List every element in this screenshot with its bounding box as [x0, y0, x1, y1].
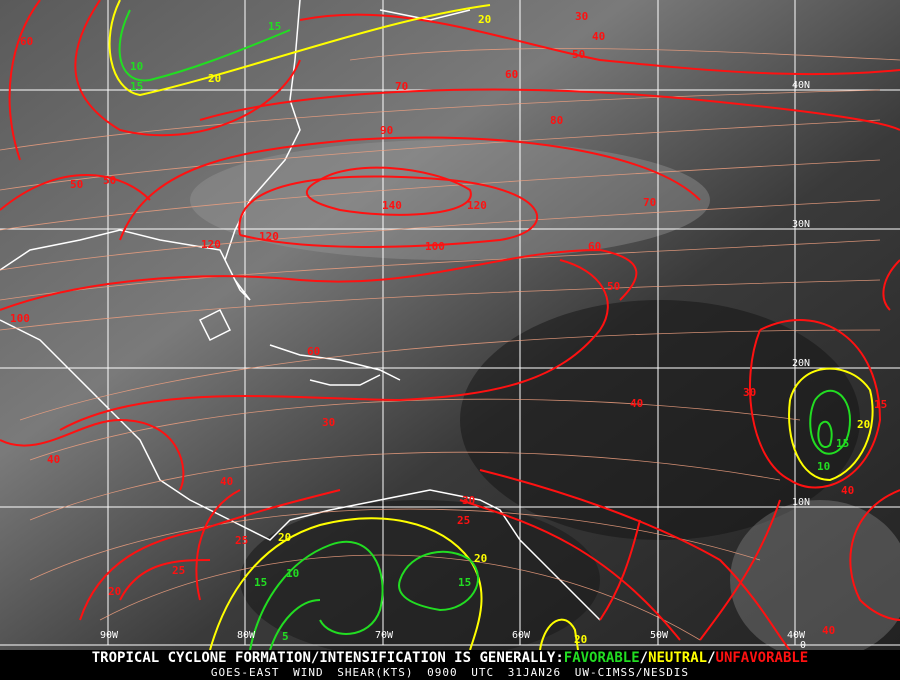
- contour-label: 30: [322, 416, 335, 429]
- legend-neutral: NEUTRAL: [648, 650, 708, 666]
- contour-label: 50: [572, 48, 585, 61]
- contour-label: 40: [47, 453, 60, 466]
- contour-label: 120: [201, 238, 221, 251]
- lon-label: 80W: [237, 630, 256, 641]
- contour-label: 15: [874, 398, 887, 411]
- contour-label: 60: [20, 35, 33, 48]
- lon-label: 70W: [375, 630, 394, 641]
- lon-label: 40W: [787, 630, 806, 641]
- contour-label: 50: [607, 280, 620, 293]
- legend-unfavorable: UNFAVORABLE: [715, 650, 809, 666]
- contour-label: 80: [550, 114, 563, 127]
- lon-label: 90W: [100, 630, 119, 641]
- contour-label: 20: [474, 552, 487, 565]
- lat-label: 10N: [792, 497, 810, 508]
- lat-label: 20N: [792, 358, 810, 369]
- contour-label: 70: [643, 196, 656, 209]
- contour-label: 15: [836, 437, 849, 450]
- contour-label: 20: [108, 585, 121, 598]
- product-name: GOES-EAST WIND SHEAR(KTS): [210, 666, 414, 679]
- lat-label: 0: [800, 640, 806, 650]
- contour-label: 50: [70, 178, 83, 191]
- contour-label: 40: [822, 624, 835, 637]
- contour-label: 10: [817, 460, 830, 473]
- contour-label: 25: [172, 564, 185, 577]
- contour-label: 120: [467, 199, 487, 212]
- lat-label: 30N: [792, 219, 810, 230]
- contour-label: 40: [592, 30, 605, 43]
- map-canvas: 60 20 15 10 20 15 50 40 30 70 60 90 80 5…: [0, 0, 900, 650]
- contour-label: 50: [103, 174, 116, 187]
- contour-labels: 60 20 15 10 20 15 50 40 30 70 60 90 80 5…: [10, 10, 887, 646]
- product-info: GOES-EAST WIND SHEAR(KTS) 0900 UTC 31JAN…: [0, 666, 900, 679]
- product-source: UW-CIMSS/NESDIS: [574, 666, 690, 679]
- contour-label: 120: [259, 230, 279, 243]
- contour-label: 20: [208, 72, 221, 85]
- contour-label: 70: [395, 80, 408, 93]
- headline-prefix: TROPICAL CYCLONE FORMATION/INTENSIFICATI…: [91, 650, 564, 666]
- map-footer: TROPICAL CYCLONE FORMATION/INTENSIFICATI…: [0, 650, 900, 680]
- contour-label: 30: [575, 10, 588, 23]
- contour-label: 100: [10, 312, 30, 325]
- contour-label: 30: [743, 386, 756, 399]
- contour-label: 100: [425, 240, 445, 253]
- contour-label: 60: [505, 68, 518, 81]
- contour-label: 140: [382, 199, 402, 212]
- contour-label: 90: [380, 124, 393, 137]
- contour-label: 40: [630, 397, 643, 410]
- contour-label: 20: [278, 531, 291, 544]
- favorable-contours: [118, 9, 852, 650]
- contour-label: 40: [841, 484, 854, 497]
- product-date: 31JAN26: [507, 666, 562, 679]
- legend-favorable: FAVORABLE: [563, 650, 640, 666]
- lat-label: 40N: [792, 80, 810, 91]
- legend-separator: /: [707, 650, 716, 666]
- streamlines: [0, 48, 900, 641]
- contour-label: 15: [268, 20, 281, 33]
- lon-label: 50W: [650, 630, 669, 641]
- contour-label: 25: [457, 514, 470, 527]
- contour-label: 10: [286, 567, 299, 580]
- contour-label: 25: [235, 534, 248, 547]
- contour-label: 15: [458, 576, 471, 589]
- contour-label: 20: [857, 418, 870, 431]
- contour-label: 5: [282, 630, 289, 643]
- contour-label: 20: [574, 633, 587, 646]
- contour-label: 30: [462, 494, 475, 507]
- neutral-contours: [108, 0, 874, 650]
- unfavorable-contours: [0, 0, 900, 650]
- grid-labels: 90W 80W 70W 60W 50W 40W 40N 30N 20N 10N …: [100, 80, 810, 650]
- contour-label: 20: [478, 13, 491, 26]
- contour-label: 10: [130, 60, 143, 73]
- product-time: 0900 UTC: [427, 666, 495, 679]
- coastlines: [0, 0, 601, 621]
- contour-label: 15: [254, 576, 267, 589]
- contour-label: 15: [130, 80, 143, 93]
- lon-label: 60W: [512, 630, 531, 641]
- contour-label: 40: [220, 475, 233, 488]
- legend-separator: /: [639, 650, 649, 666]
- contour-label: 60: [588, 240, 601, 253]
- contour-label: 60: [307, 345, 320, 358]
- headline: TROPICAL CYCLONE FORMATION/INTENSIFICATI…: [0, 650, 900, 666]
